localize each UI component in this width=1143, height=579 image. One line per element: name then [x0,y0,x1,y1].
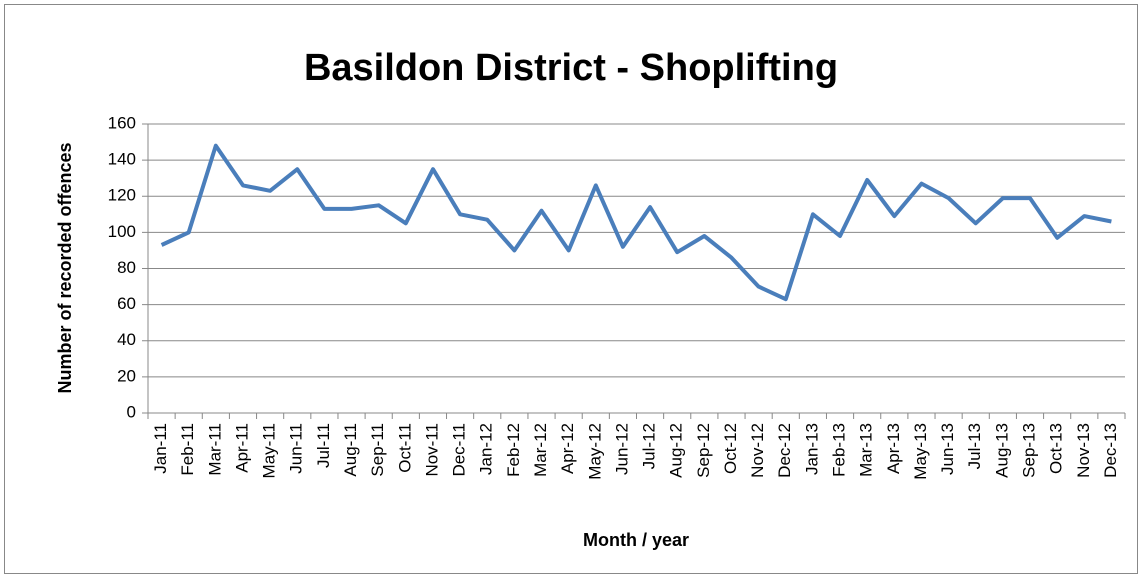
chart-title: Basildon District - Shoplifting [304,47,838,89]
x-tick-label: Apr-13 [884,423,903,474]
x-tick-label: Dec-11 [450,423,469,477]
x-tick-label: Oct-12 [721,423,740,474]
y-tick-label: 140 [108,150,136,169]
x-tick-label: Sep-12 [694,423,713,478]
y-tick-label: 40 [117,330,136,349]
x-tick-label: Jan-13 [802,423,821,475]
x-tick-label: Nov-12 [748,423,767,478]
x-tick-label: Jun-13 [938,423,957,475]
x-tick-label: May-12 [585,423,604,480]
x-tick-label: Sep-11 [368,423,387,477]
x-tick-label: Oct-13 [1047,423,1066,474]
y-tick-label: 100 [108,222,136,241]
x-tick-label: Dec-13 [1101,423,1120,478]
data-line [160,143,1112,302]
x-tick-label: May-13 [911,423,930,480]
x-tick-label: Nov-13 [1074,423,1093,478]
x-tick-label: Aug-11 [341,423,360,477]
x-tick-label: Aug-13 [992,423,1011,478]
x-tick-label: Apr-11 [232,423,251,473]
x-tick-label: Aug-12 [667,423,686,478]
y-tick-label: 160 [108,113,136,132]
y-tick-label: 0 [127,402,136,421]
x-tick-label: Mar-12 [531,423,550,477]
x-tick-label: Jan-11 [151,423,170,474]
x-axis-title: Month / year [583,530,689,550]
x-tick-label: Jul-13 [965,423,984,469]
y-tick-label: 20 [117,366,136,385]
x-tick-label: Feb-13 [830,423,849,477]
x-tick-label: Jul-11 [314,423,333,468]
x-tick-label: Nov-11 [422,423,441,477]
x-tick-label: Sep-13 [1019,423,1038,478]
y-tick-label: 60 [117,294,136,313]
x-tick-label: May-11 [260,423,279,478]
x-tick-label: Jan-12 [477,423,496,475]
x-tick-label: Mar-13 [857,423,876,477]
chart-border [4,4,1138,574]
x-tick-label: Jul-12 [640,423,659,469]
x-tick-label: Jun-12 [612,423,631,475]
x-tick-label: Mar-11 [205,423,224,476]
x-tick-label: Dec-12 [775,423,794,478]
x-tick-label: Feb-11 [178,423,197,476]
x-tick-label: Feb-12 [504,423,523,477]
x-tick-label: Apr-12 [558,423,577,474]
x-tick-label: Jun-11 [287,423,306,474]
y-tick-label: 80 [117,258,136,277]
y-tick-label: 120 [108,186,136,205]
x-tick-label: Oct-11 [395,423,414,473]
y-axis-title: Number of recorded offences [55,142,75,393]
